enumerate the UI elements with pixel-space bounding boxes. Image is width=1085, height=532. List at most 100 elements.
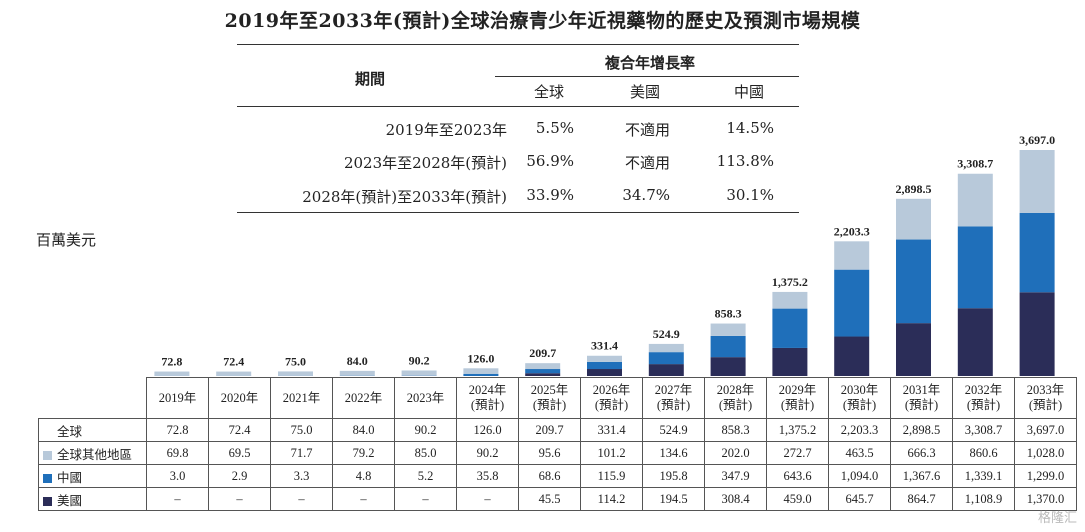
table-cell: 3.0 [146,464,209,488]
cagr-value-cell: 113.8% [716,152,774,170]
bar-segment-美國 [710,357,746,376]
row-label: 中國 [38,464,147,488]
table-cell: – [332,487,395,511]
table-cell: 45.5 [518,487,581,511]
bar-segment-中國 [896,239,931,324]
table-cell: 331.4 [580,418,643,442]
cagr-value-cell: 30.1% [726,186,774,204]
cagr-value-cell: 56.9% [526,152,574,170]
year-label: 2022年 [344,390,383,405]
table-cell: 463.5 [828,441,891,465]
cagr-period-cell: 2023年至2028年(預計) [343,154,507,172]
bar-segment-全球其他地區 [463,368,499,374]
year-header-cell: 2027年 (預計) [642,377,705,419]
cagr-column-header: 美國 [629,83,661,101]
table-row: 全球其他地區 69.8 69.5 71.7 79.2 85.0 90.2 95.6 101.2 1… [38,441,1077,465]
total-label: 126.0 [467,351,494,365]
year-label: (預計) [532,398,567,412]
total-label: 209.7 [529,346,556,360]
cagr-value-cell: 不適用 [624,121,670,139]
cagr-header: 複合年增長率 [605,54,696,72]
row-label: 全球其他地區 [38,441,147,465]
bar-segment-全球其他地區 [216,371,252,376]
year-label: 2026年 [592,383,631,397]
year-label: 2028年 [716,383,755,397]
table-cell: 1,108.9 [952,487,1015,511]
table-cell: 860.6 [952,441,1015,465]
stacked-bar-chart: 72.8 72.4 75.0 84.0 90.2 126.0 209.7 331.4 524.9… [154,133,1055,376]
bar-segment-全球其他地區 [339,370,375,376]
table-cell: 84.0 [332,418,395,442]
total-label: 3,697.0 [1019,133,1055,147]
table-cell: 209.7 [518,418,581,442]
table-cell: 75.0 [270,418,333,442]
year-label: (預計) [780,398,815,412]
table-cell: 524.9 [642,418,705,442]
bar-segment-美國 [587,369,622,376]
total-label: 72.8 [161,355,182,369]
table-cell: 2.9 [208,464,271,488]
table-cell: 126.0 [456,418,519,442]
header-line [237,44,799,45]
table-cell: 643.6 [766,464,829,488]
legend-swatch [43,496,52,506]
bar-segment-全球其他地區 [1019,150,1055,213]
table-cell: 1,375.2 [766,418,829,442]
cagr-subheader-line [495,76,799,77]
cagr-value-cell: 14.5% [726,119,774,137]
bar-segment-全球其他地區 [525,363,561,370]
table-cell: 2,203.3 [828,418,891,442]
table-cell: 1,094.0 [828,464,891,488]
table-cell: 1,370.0 [1014,487,1077,511]
table-cell: 3,308.7 [952,418,1015,442]
header-bottom-line [237,106,799,107]
bar-segment-中國 [648,352,684,365]
table-cell: 69.5 [208,441,271,465]
cagr-value-cell: 33.9% [526,186,574,204]
year-header-cell: 2020年 [208,377,271,419]
table-cell: – [456,487,519,511]
year-label: 2021年 [282,390,321,405]
year-label: (預計) [656,398,691,412]
total-label: 90.2 [409,353,430,367]
unit-label: 百萬美元 [36,231,97,249]
year-header-cell: 2025年 (預計) [518,377,581,419]
year-label: (預計) [594,398,629,412]
cagr-value-cell: 不適用 [624,154,670,172]
table-cell: 195.8 [642,464,705,488]
table-cell: 134.6 [642,441,705,465]
table-cell: 79.2 [332,441,395,465]
bar-segment-全球其他地區 [648,343,684,353]
year-label: 2032年 [964,383,1003,397]
bar-segment-中國 [957,226,993,309]
table-cell: 2,898.5 [890,418,953,442]
table-cell: 5.2 [394,464,457,488]
year-label: 2033年 [1026,383,1065,397]
total-label: 2,898.5 [896,182,932,196]
bar-segment-全球其他地區 [278,371,313,376]
table-cell: 202.0 [704,441,767,465]
bar-segment-美國 [648,364,684,376]
bar-segment-美國 [957,308,993,376]
bar-segment-中國 [772,308,808,348]
year-label: 2024年 [468,383,507,397]
table-cell: 95.6 [518,441,581,465]
table-cell: – [394,487,457,511]
year-header-cell: 2032年 (預計) [952,377,1015,419]
bar-segment-中國 [1019,212,1055,293]
table-row: 全球 72.8 72.4 75.0 84.0 90.2 126.0 209.7 331.4 524… [38,418,1077,442]
table-cell: 459.0 [766,487,829,511]
bar-segment-美國 [525,373,561,376]
row-label-global: 全球 [38,418,147,442]
data-table: 2019年 2020年 2021年 2022年 2023年 2024年 (預計) 2025年(… [38,377,1077,511]
total-label: 3,308.7 [957,157,993,171]
year-header-cell: 2026年 (預計) [580,377,643,419]
year-header-cell: 2022年 [332,377,395,419]
year-header-cell: 2030年 (預計) [828,377,891,419]
year-header-cell: 2028年 (預計) [704,377,767,419]
bar-segment-全球其他地區 [772,291,808,309]
watermark: 格隆汇 [1037,511,1077,526]
year-label: (預計) [966,398,1001,412]
year-label: 2027年 [654,383,693,397]
row-label-text: 全球其他地區 [57,447,133,462]
